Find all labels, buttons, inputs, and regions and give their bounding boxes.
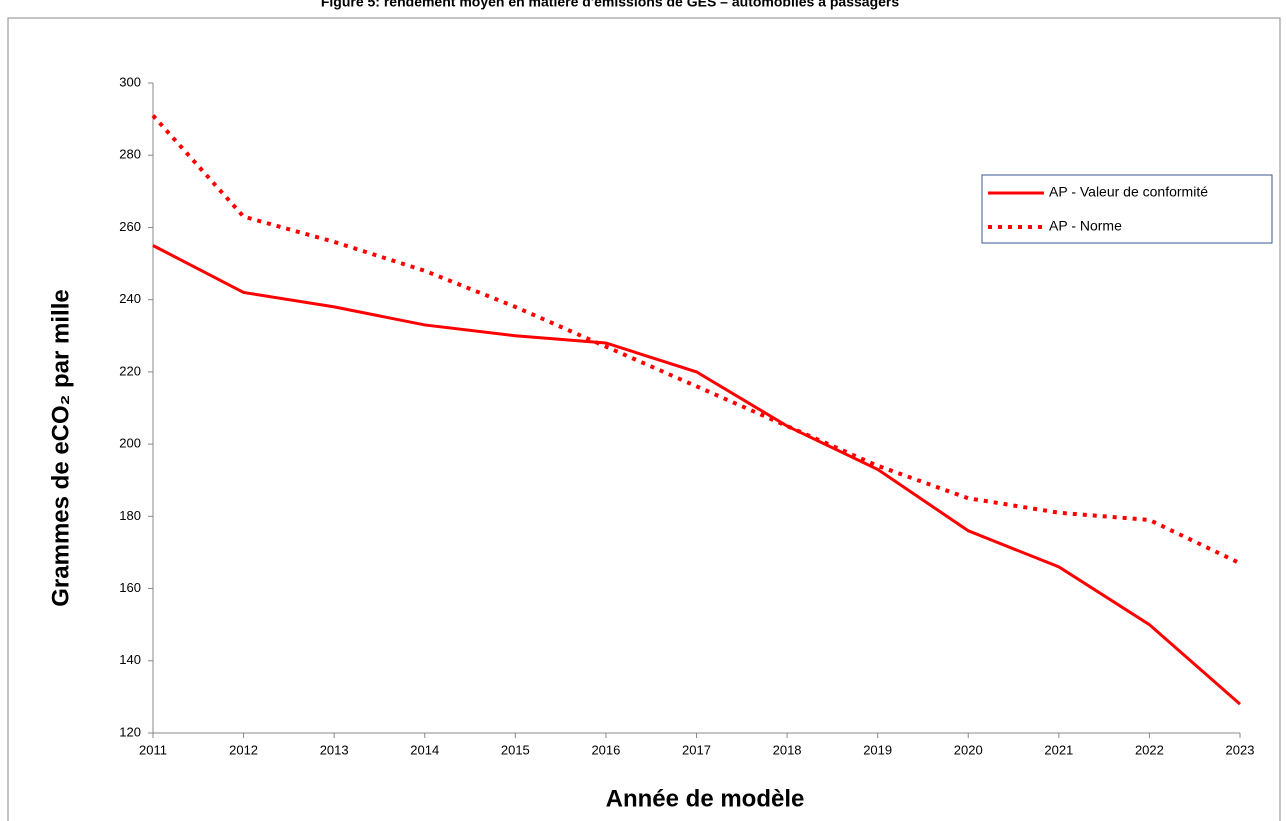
x-tick-label: 2016 [591, 742, 620, 757]
y-tick-label: 200 [119, 436, 141, 451]
x-tick-label: 2019 [863, 742, 892, 757]
y-tick-label: 160 [119, 580, 141, 595]
series-line [152, 244, 1241, 706]
y-tick-label: 260 [119, 219, 141, 234]
x-tick-label: 2011 [139, 742, 167, 757]
legend [981, 174, 1273, 244]
x-tick-label: 2014 [410, 742, 439, 757]
y-tick-label: 180 [119, 508, 141, 523]
y-tick-label: 280 [119, 147, 141, 162]
x-tick-label: 2017 [682, 742, 711, 757]
x-tick-label: 2022 [1135, 742, 1164, 757]
x-tick-label: 2021 [1044, 742, 1073, 757]
chart-title: Figure 5: rendement moyen en matière d'é… [321, 0, 900, 10]
y-tick-label: 120 [119, 724, 141, 739]
x-axis-label: Année de modèle [606, 785, 805, 812]
legend-label: AP - Norme [1049, 218, 1122, 234]
y-axis-label: Grammes de eCO₂ par mille [47, 289, 74, 606]
x-tick-label: 2012 [229, 742, 258, 757]
x-tick-label: 2013 [320, 742, 349, 757]
legend-label: AP - Valeur de conformité [1049, 184, 1208, 200]
y-tick-label: 300 [119, 74, 141, 89]
series-line [151, 114, 1241, 566]
x-tick-label: 2023 [1226, 742, 1255, 757]
y-tick-label: 240 [119, 291, 141, 306]
x-tick-label: 2018 [773, 742, 802, 757]
x-tick-label: 2015 [501, 742, 530, 757]
y-tick-label: 220 [119, 363, 141, 378]
x-tick-label: 2020 [954, 742, 983, 757]
chart-border [7, 17, 1281, 821]
y-tick-label: 140 [119, 652, 141, 667]
